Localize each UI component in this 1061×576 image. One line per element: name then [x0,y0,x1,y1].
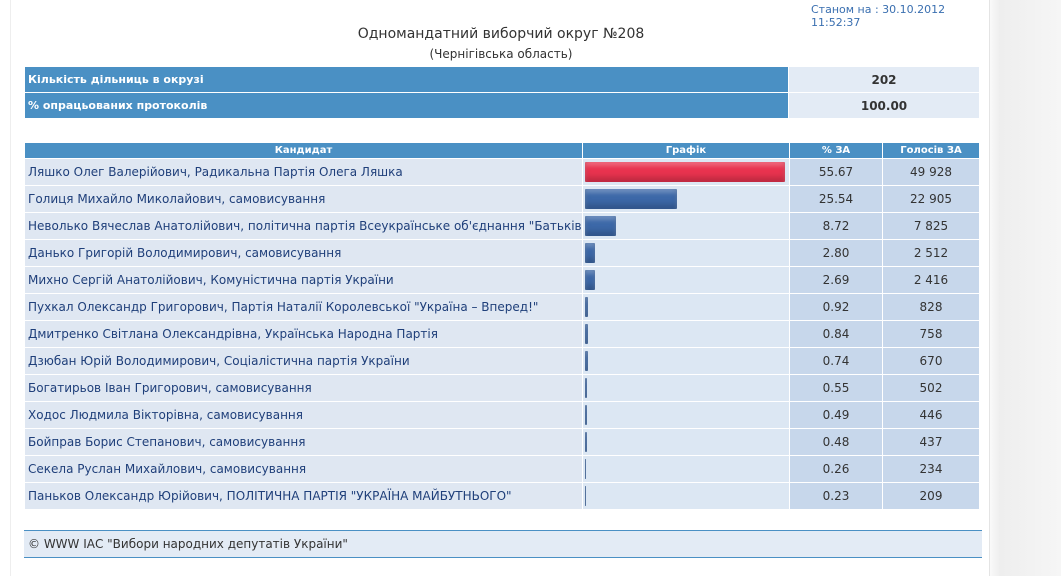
bar [585,378,587,398]
graph-cell [583,267,789,293]
result-row: Голиця Михайло Миколайович, самовисуванн… [25,186,979,212]
percent: 0.49 [790,402,882,428]
title: Одномандатний виборчий округ №208 [357,26,645,42]
summary-label: Кількість дільниць в окрузі [25,67,788,92]
bar [585,432,587,452]
percent: 2.69 [790,267,882,293]
votes: 49 928 [883,159,979,185]
graph-cell [583,240,789,266]
column-header: Кандидат [25,143,582,158]
bar [585,162,786,182]
bar [585,270,595,290]
bar [585,216,617,236]
result-row: Данько Григорій Володимирович, самовисув… [25,240,979,266]
candidate[interactable]: Михно Сергій Анатолійович, Комуністична … [25,267,582,293]
percent: 0.92 [790,294,882,320]
candidate[interactable]: Пухкал Олександр Григорович, Партія Ната… [25,294,582,320]
percent: 0.26 [790,456,882,482]
votes: 828 [883,294,979,320]
summary-label: % опрацьованих протоколів [25,93,788,118]
result-row: Неволько Вячеслав Анатолійович, політичн… [25,213,979,239]
timestamp: Станом на : 30.10.2012 11:52:37 [811,3,946,29]
subtitle: (Чернігівська область) [429,47,573,61]
votes: 234 [883,456,979,482]
graph-cell [583,348,789,374]
votes: 446 [883,402,979,428]
result-row: Ходос Людмила Вікторівна, самовисування 0… [25,402,979,428]
bar [585,243,596,263]
graph-cell [583,321,789,347]
votes: 209 [883,483,979,509]
column-header: Голосів ЗА [883,143,979,158]
footer: © WWW ІАС "Вибори народних депутатів Укр… [24,530,982,558]
bar [585,486,586,506]
percent: 0.48 [790,429,882,455]
graph-cell [583,186,789,212]
bar [585,297,589,317]
candidate[interactable]: Бойправ Борис Степанович, самовисування [25,429,582,455]
graph-cell [583,294,789,320]
summary-value: 100.00 [789,93,979,118]
summary-table: Кількість дільниць в окрузі 202% опрацьов… [24,66,980,119]
result-row: Дзюбан Юрій Володимирович, Соціалістична… [25,348,979,374]
candidate[interactable]: Дмитренко Світлана Олександрівна, Україн… [25,321,582,347]
candidate[interactable]: Ляшко Олег Валерійович, Радикальна Парті… [25,159,582,185]
graph-cell [583,159,789,185]
column-header: % ЗА [790,143,882,158]
bar [585,324,589,344]
result-row: Ляшко Олег Валерійович, Радикальна Парті… [25,159,979,185]
votes: 670 [883,348,979,374]
graph-cell [583,402,789,428]
graph-cell [583,213,789,239]
candidate[interactable]: Дзюбан Юрій Володимирович, Соціалістична… [25,348,582,374]
bar [585,189,677,209]
votes: 502 [883,375,979,401]
graph-cell [583,483,789,509]
column-header: Графік [583,143,789,158]
candidate[interactable]: Ходос Людмила Вікторівна, самовисування [25,402,582,428]
percent: 2.80 [790,240,882,266]
candidate[interactable]: Секела Руслан Михайлович, самовисування [25,456,582,482]
votes: 758 [883,321,979,347]
summary-row: % опрацьованих протоколів 100.00 [25,93,979,118]
candidate[interactable]: Богатирьов Іван Григорович, самовисуванн… [25,375,582,401]
votes: 2 416 [883,267,979,293]
percent: 0.84 [790,321,882,347]
summary-row: Кількість дільниць в окрузі 202 [25,67,979,92]
percent: 0.23 [790,483,882,509]
percent: 25.54 [790,186,882,212]
candidate[interactable]: Неволько Вячеслав Анатолійович, політичн… [25,213,582,239]
votes: 2 512 [883,240,979,266]
result-row: Дмитренко Світлана Олександрівна, Україн… [25,321,979,347]
percent: 0.55 [790,375,882,401]
bar [585,459,586,479]
candidate[interactable]: Паньков Олександр Юрійович, ПОЛІТИЧНА ПА… [25,483,582,509]
result-row: Пухкал Олександр Григорович, Партія Ната… [25,294,979,320]
result-row: Богатирьов Іван Григорович, самовисуванн… [25,375,979,401]
graph-cell [583,375,789,401]
result-row: Михно Сергій Анатолійович, Комуністична … [25,267,979,293]
percent: 55.67 [790,159,882,185]
bar [585,405,587,425]
result-row: Секела Руслан Михайлович, самовисування 0… [25,456,979,482]
graph-cell [583,429,789,455]
result-row: Бойправ Борис Степанович, самовисування 0… [25,429,979,455]
percent: 8.72 [790,213,882,239]
votes: 437 [883,429,979,455]
results-table: Кандидат Графік% ЗА Голосів ЗА Ляшко Олег В… [24,142,980,510]
summary-value: 202 [789,67,979,92]
graph-cell [583,456,789,482]
votes: 7 825 [883,213,979,239]
percent: 0.74 [790,348,882,374]
result-row: Паньков Олександр Юрійович, ПОЛІТИЧНА ПА… [25,483,979,509]
votes: 22 905 [883,186,979,212]
bar [585,351,588,371]
candidate[interactable]: Данько Григорій Володимирович, самовисув… [25,240,582,266]
candidate[interactable]: Голиця Михайло Миколайович, самовисуванн… [25,186,582,212]
content: Станом на : 30.10.2012 11:52:37 Одноманд… [10,0,990,576]
